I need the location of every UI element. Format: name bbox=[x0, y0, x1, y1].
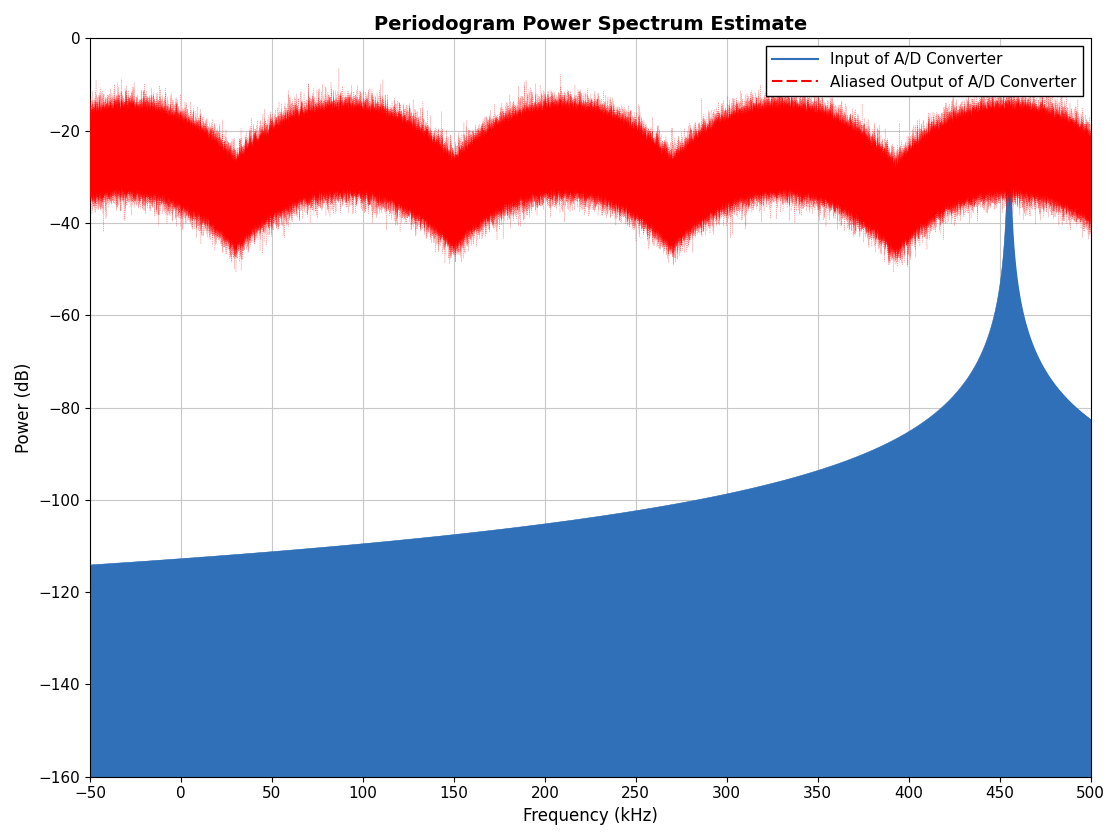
Title: Periodogram Power Spectrum Estimate: Periodogram Power Spectrum Estimate bbox=[374, 15, 806, 34]
Y-axis label: Power (dB): Power (dB) bbox=[15, 362, 32, 453]
Legend: Input of A/D Converter, Aliased Output of A/D Converter: Input of A/D Converter, Aliased Output o… bbox=[766, 46, 1083, 96]
X-axis label: Frequency (kHz): Frequency (kHz) bbox=[523, 807, 657, 825]
